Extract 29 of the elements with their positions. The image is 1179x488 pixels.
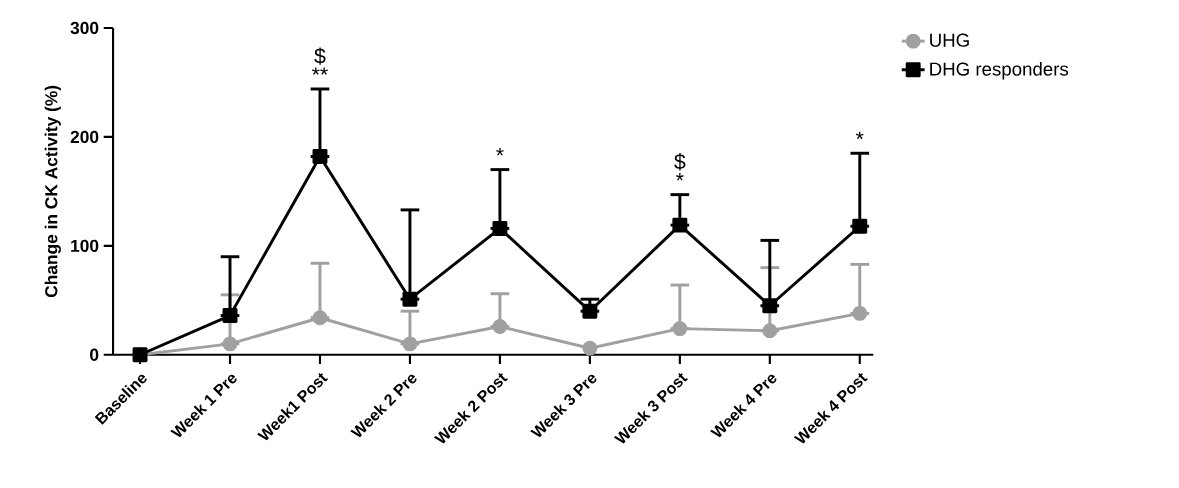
legend-label: DHG responders — [930, 61, 1069, 80]
point — [762, 323, 778, 339]
point — [672, 321, 688, 337]
point — [222, 336, 238, 352]
annotation: * — [496, 147, 504, 156]
point — [582, 303, 598, 319]
annotation: * — [855, 131, 864, 140]
y-axis-title: Change in CK Activity (%) — [44, 85, 61, 298]
annotation: * — [676, 172, 684, 181]
point — [582, 340, 598, 356]
point — [492, 220, 508, 236]
point — [402, 336, 418, 352]
point — [672, 217, 688, 233]
point — [852, 218, 868, 234]
annotation: $ — [674, 153, 686, 171]
annotation: $ — [314, 47, 326, 65]
legend-label: UHG — [930, 33, 969, 47]
point — [852, 305, 868, 321]
point — [312, 310, 328, 326]
annotation: ** — [312, 67, 328, 75]
y-tick-label: 0 — [90, 348, 99, 361]
point — [222, 308, 238, 323]
point — [492, 318, 508, 334]
point — [312, 148, 328, 164]
y-tick-label: 300 — [70, 21, 99, 35]
point — [762, 298, 778, 314]
point — [402, 291, 418, 307]
y-tick-label: 200 — [70, 130, 99, 143]
y-tick-label: 100 — [71, 239, 99, 252]
